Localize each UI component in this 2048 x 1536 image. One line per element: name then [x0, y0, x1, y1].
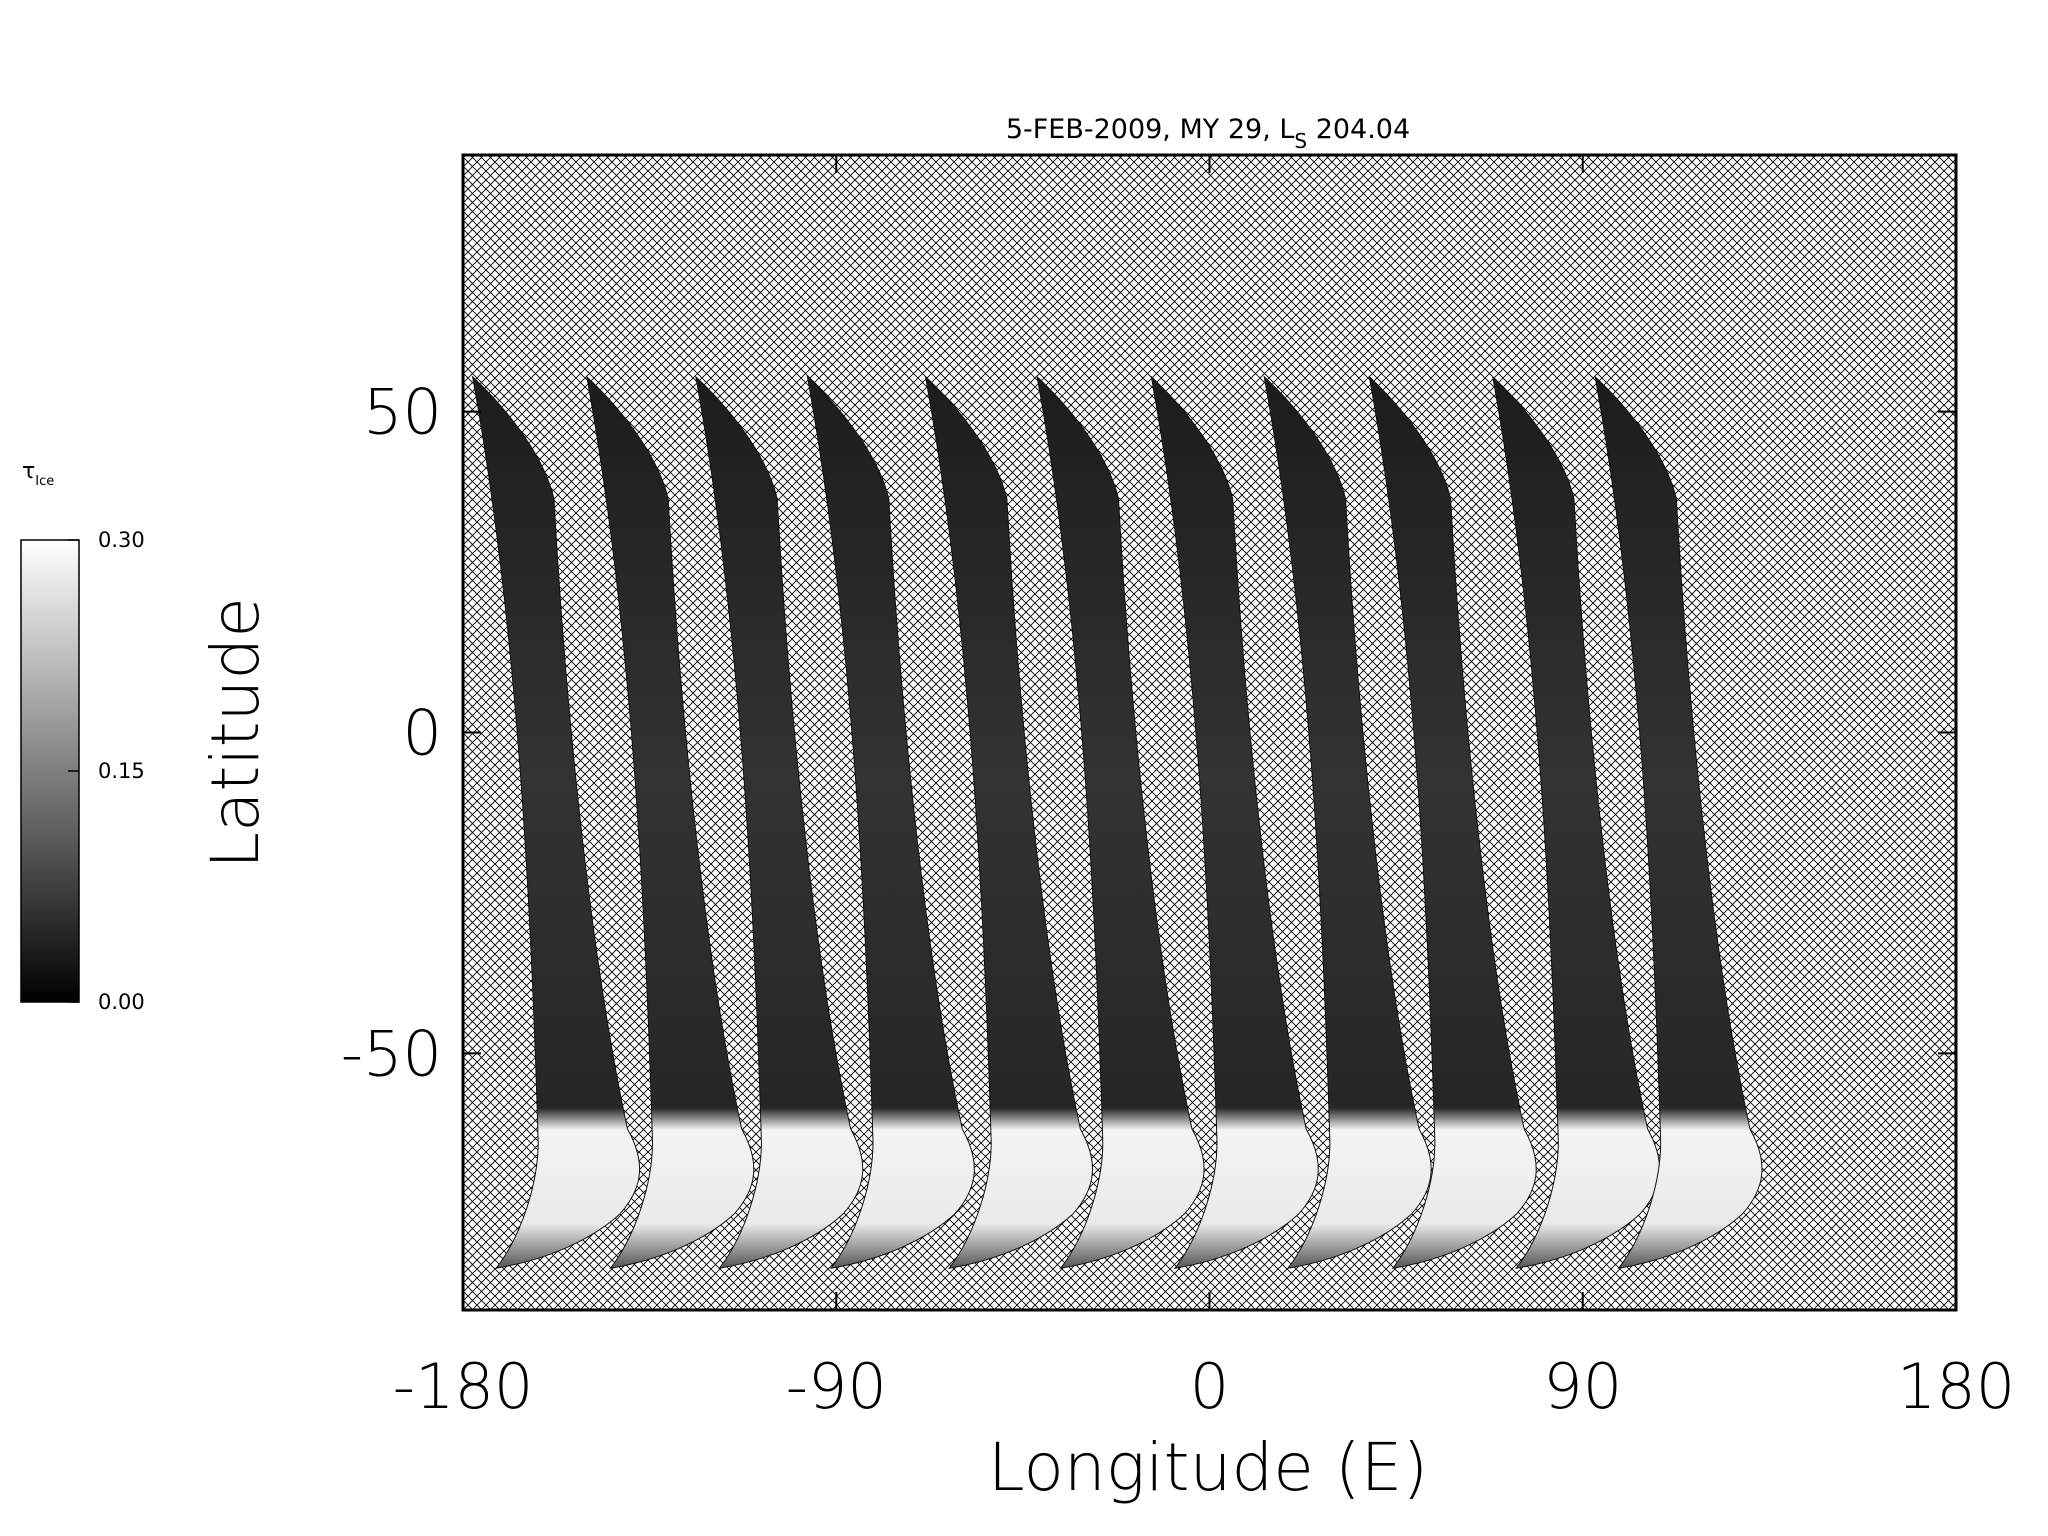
swaths	[471, 375, 1763, 1269]
x-tick-label: 0	[1190, 1350, 1229, 1423]
swath	[1491, 375, 1661, 1269]
swath	[1263, 375, 1432, 1269]
x-axis-title: Longitude (E)	[988, 1429, 1428, 1506]
swath	[1368, 375, 1537, 1269]
colorbar-tick-label: 0.15	[98, 759, 145, 783]
swath	[695, 375, 864, 1269]
swath	[1594, 375, 1763, 1269]
x-tick-label: 180	[1897, 1350, 2015, 1423]
swath	[1150, 375, 1319, 1269]
x-tick-label: -90	[786, 1350, 887, 1423]
swath	[806, 375, 975, 1269]
colorbar-label: τIce	[22, 459, 54, 489]
y-axis-title: Latitude	[197, 597, 274, 869]
swath	[586, 375, 755, 1269]
y-tick-label: 0	[403, 697, 442, 770]
y-tick-label: -50	[341, 1017, 442, 1090]
chart-title: 5-FEB-2009, MY 29, LS 204.04	[1006, 114, 1410, 153]
colorbar-tick-label: 0.00	[98, 990, 145, 1014]
y-tick-label: 50	[363, 376, 442, 449]
swath	[1036, 375, 1205, 1269]
x-tick-label: 90	[1543, 1350, 1622, 1423]
swath	[924, 375, 1093, 1269]
colorbar-tick-label: 0.30	[98, 528, 145, 552]
x-tick-label: -180	[393, 1350, 534, 1423]
swath	[471, 375, 640, 1269]
